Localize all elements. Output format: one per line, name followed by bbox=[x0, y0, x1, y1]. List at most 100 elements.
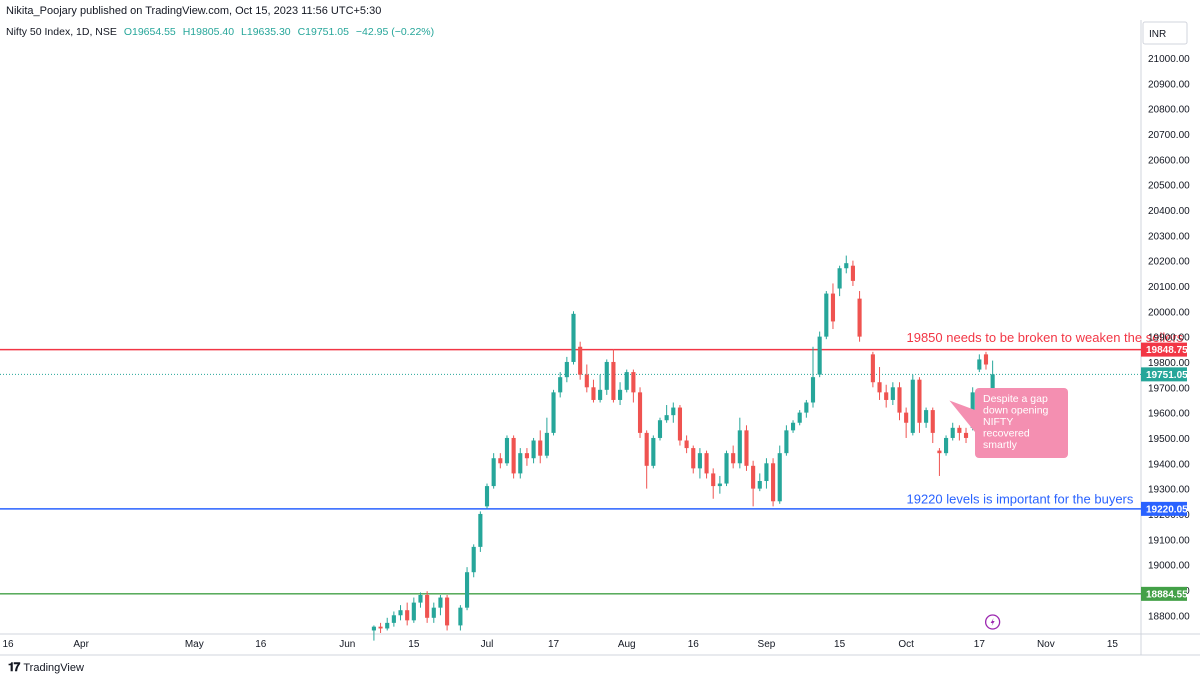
candle bbox=[531, 437, 536, 464]
currency-box bbox=[1142, 21, 1188, 45]
candle-body bbox=[757, 481, 762, 489]
candle bbox=[697, 448, 702, 479]
candle-body bbox=[924, 410, 929, 423]
candle-body bbox=[777, 453, 782, 502]
level-price-tag bbox=[1141, 367, 1187, 382]
candle bbox=[904, 407, 909, 438]
candle-body bbox=[584, 374, 589, 388]
y-tick-label: 20900.00 bbox=[1148, 79, 1190, 90]
x-tick-label: Aug bbox=[618, 639, 636, 650]
candle-body bbox=[790, 422, 796, 431]
y-tick-label: 20400.00 bbox=[1148, 206, 1190, 217]
candle bbox=[671, 402, 676, 423]
x-tick-label: Oct bbox=[898, 639, 914, 650]
candle-body bbox=[983, 354, 989, 365]
y-tick-label: 21000.00 bbox=[1148, 54, 1190, 65]
candle bbox=[977, 354, 982, 373]
candle bbox=[910, 374, 915, 436]
candle-body bbox=[957, 427, 962, 433]
candle-body bbox=[418, 595, 423, 603]
candle-body bbox=[464, 572, 470, 608]
candle-body bbox=[544, 432, 549, 456]
candle bbox=[551, 389, 556, 436]
candle bbox=[777, 445, 782, 504]
callout-line: recovered bbox=[983, 428, 1030, 440]
candle-body bbox=[511, 437, 516, 474]
x-tick-label: 16 bbox=[255, 639, 267, 650]
candle-body bbox=[897, 387, 902, 413]
candle bbox=[664, 405, 669, 423]
level-price-label: 19751.05 bbox=[1146, 370, 1188, 381]
candle-body bbox=[684, 440, 689, 449]
candle bbox=[431, 602, 436, 623]
candle-body bbox=[731, 453, 736, 464]
candle bbox=[598, 374, 603, 403]
candle bbox=[378, 622, 383, 633]
callout-line: NIFTY bbox=[983, 416, 1013, 428]
candle bbox=[897, 382, 902, 421]
candle-body bbox=[371, 626, 376, 631]
candle bbox=[631, 369, 636, 403]
candle-body bbox=[398, 610, 403, 616]
candle-body bbox=[551, 392, 556, 433]
candle bbox=[538, 430, 543, 464]
candle bbox=[564, 356, 569, 383]
candle-body bbox=[604, 361, 609, 390]
candle-body bbox=[857, 298, 862, 337]
y-tick-label: 20300.00 bbox=[1148, 231, 1190, 242]
brand-name: TradingView bbox=[23, 661, 84, 674]
candle bbox=[724, 450, 729, 487]
level-price-tag bbox=[1141, 501, 1187, 516]
symbol-name[interactable]: Nifty 50 Index, 1D, NSE bbox=[6, 26, 117, 38]
tv-logo-icon: 𝟏𝟕 bbox=[8, 660, 20, 674]
candle bbox=[611, 349, 616, 403]
candle-body bbox=[950, 427, 955, 438]
x-tick-label: 17 bbox=[974, 639, 986, 650]
level-price-label: 19848.75 bbox=[1146, 345, 1188, 356]
candle bbox=[704, 450, 709, 479]
candle-body bbox=[531, 440, 536, 459]
candle-body bbox=[431, 607, 436, 618]
candle-body bbox=[697, 453, 702, 469]
callout-box bbox=[975, 388, 1068, 458]
high-value: H19805.40 bbox=[182, 26, 235, 38]
candle-body bbox=[644, 432, 649, 466]
candle-body bbox=[717, 483, 722, 487]
candle bbox=[810, 346, 816, 408]
candle-body bbox=[870, 354, 875, 383]
candle-body bbox=[491, 458, 496, 487]
footer-brand[interactable]: 𝟏𝟕 TradingView bbox=[8, 660, 84, 675]
y-tick-label: 20500.00 bbox=[1148, 181, 1190, 192]
candle bbox=[731, 445, 736, 469]
candle-body bbox=[378, 626, 383, 629]
candle bbox=[744, 425, 749, 471]
candle bbox=[385, 617, 390, 631]
candle-body bbox=[810, 377, 816, 403]
candle bbox=[944, 435, 949, 456]
candle bbox=[504, 435, 510, 466]
candle-body bbox=[564, 361, 569, 378]
candle bbox=[391, 611, 396, 627]
candle bbox=[737, 417, 742, 469]
level-price-label: 18884.55 bbox=[1146, 589, 1188, 600]
candle bbox=[924, 407, 929, 428]
candle bbox=[438, 595, 443, 616]
y-tick-label: 19100.00 bbox=[1148, 535, 1190, 546]
candle bbox=[963, 427, 969, 444]
candle bbox=[637, 387, 643, 438]
candle bbox=[797, 410, 802, 426]
candle bbox=[478, 511, 483, 552]
y-tick-label: 19400.00 bbox=[1148, 459, 1190, 470]
y-tick-label: 20700.00 bbox=[1148, 130, 1190, 141]
lightning-glyph bbox=[990, 618, 995, 626]
x-tick-label: 15 bbox=[1107, 639, 1119, 650]
candle bbox=[884, 384, 889, 408]
candle-body bbox=[963, 432, 969, 438]
candle bbox=[411, 597, 416, 623]
candle-body bbox=[764, 463, 769, 482]
candle-body bbox=[917, 379, 922, 423]
candle bbox=[717, 475, 722, 494]
candle-body bbox=[651, 437, 656, 466]
level-price-label: 19220.05 bbox=[1146, 504, 1188, 515]
